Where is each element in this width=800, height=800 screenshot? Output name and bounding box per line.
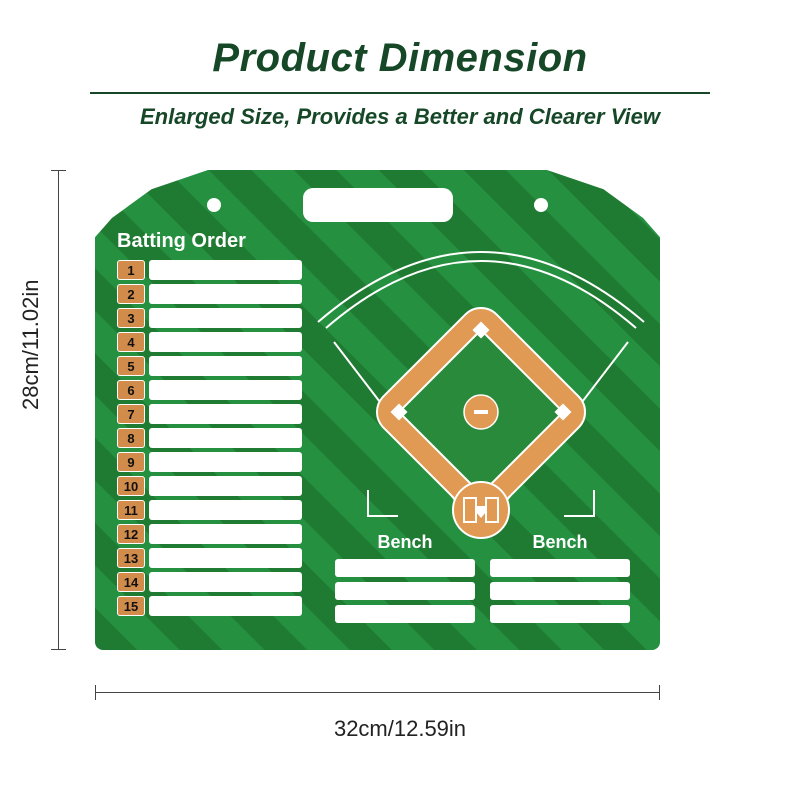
bench-left: Bench [335, 532, 475, 628]
board-surface: Batting Order 123456789101112131415 [95, 170, 660, 650]
batting-row-number: 1 [117, 260, 145, 280]
dimension-height-label: 28cm/11.02in [18, 280, 44, 410]
bench-slot [490, 559, 630, 577]
batting-row-number: 3 [117, 308, 145, 328]
batting-row: 9 [117, 452, 302, 472]
bench-right: Bench [490, 532, 630, 628]
bench-slot [490, 605, 630, 623]
batting-row-slot [149, 260, 302, 280]
batting-row-number: 9 [117, 452, 145, 472]
batting-row-number: 14 [117, 572, 145, 592]
batting-row-number: 8 [117, 428, 145, 448]
bench-slot [490, 582, 630, 600]
batting-row-slot [149, 524, 302, 544]
batting-row: 12 [117, 524, 302, 544]
title-divider [90, 92, 710, 94]
bench-slot [335, 559, 475, 577]
bench-slot [335, 582, 475, 600]
product-board: Batting Order 123456789101112131415 [95, 170, 660, 650]
batting-row-number: 10 [117, 476, 145, 496]
hang-hole-right [534, 198, 548, 212]
batting-order-title: Batting Order [117, 230, 246, 253]
batting-row-slot [149, 284, 302, 304]
batting-row-number: 5 [117, 356, 145, 376]
page-subtitle: Enlarged Size, Provides a Better and Cle… [0, 104, 800, 130]
dimension-height-bar [58, 170, 59, 650]
batting-rows: 123456789101112131415 [117, 260, 302, 620]
batting-row: 6 [117, 380, 302, 400]
dimension-width-bar [95, 692, 660, 693]
batting-row-slot [149, 380, 302, 400]
batting-row-number: 11 [117, 500, 145, 520]
batting-row: 14 [117, 572, 302, 592]
batting-row-number: 12 [117, 524, 145, 544]
batting-row: 13 [117, 548, 302, 568]
batting-row-slot [149, 596, 302, 616]
handle-cutout [303, 188, 453, 222]
batting-row-slot [149, 332, 302, 352]
hang-hole-left [207, 198, 221, 212]
batting-row: 5 [117, 356, 302, 376]
batting-row: 8 [117, 428, 302, 448]
batting-row-number: 13 [117, 548, 145, 568]
batting-row-slot [149, 428, 302, 448]
batting-row: 15 [117, 596, 302, 616]
batting-row: 1 [117, 260, 302, 280]
batting-row-number: 15 [117, 596, 145, 616]
batting-row: 4 [117, 332, 302, 352]
batting-row-slot [149, 548, 302, 568]
page-title: Product Dimension [0, 36, 800, 81]
bench-title-right: Bench [490, 532, 630, 553]
bench-title-left: Bench [335, 532, 475, 553]
batting-row-slot [149, 308, 302, 328]
batting-row-slot [149, 572, 302, 592]
batting-row-number: 6 [117, 380, 145, 400]
batting-row-slot [149, 356, 302, 376]
batting-row-slot [149, 476, 302, 496]
batting-row-slot [149, 404, 302, 424]
batting-row-slot [149, 452, 302, 472]
bench-slots-right [490, 559, 630, 623]
batting-row-slot [149, 500, 302, 520]
bench-slot [335, 605, 475, 623]
batting-row: 2 [117, 284, 302, 304]
bench-slots-left [335, 559, 475, 623]
batting-row-number: 2 [117, 284, 145, 304]
batting-row: 11 [117, 500, 302, 520]
batting-row: 10 [117, 476, 302, 496]
dimension-width-label: 32cm/12.59in [0, 716, 800, 742]
batting-row-number: 7 [117, 404, 145, 424]
batting-row-number: 4 [117, 332, 145, 352]
batting-row: 3 [117, 308, 302, 328]
batting-row: 7 [117, 404, 302, 424]
baseball-field-icon [316, 242, 646, 552]
